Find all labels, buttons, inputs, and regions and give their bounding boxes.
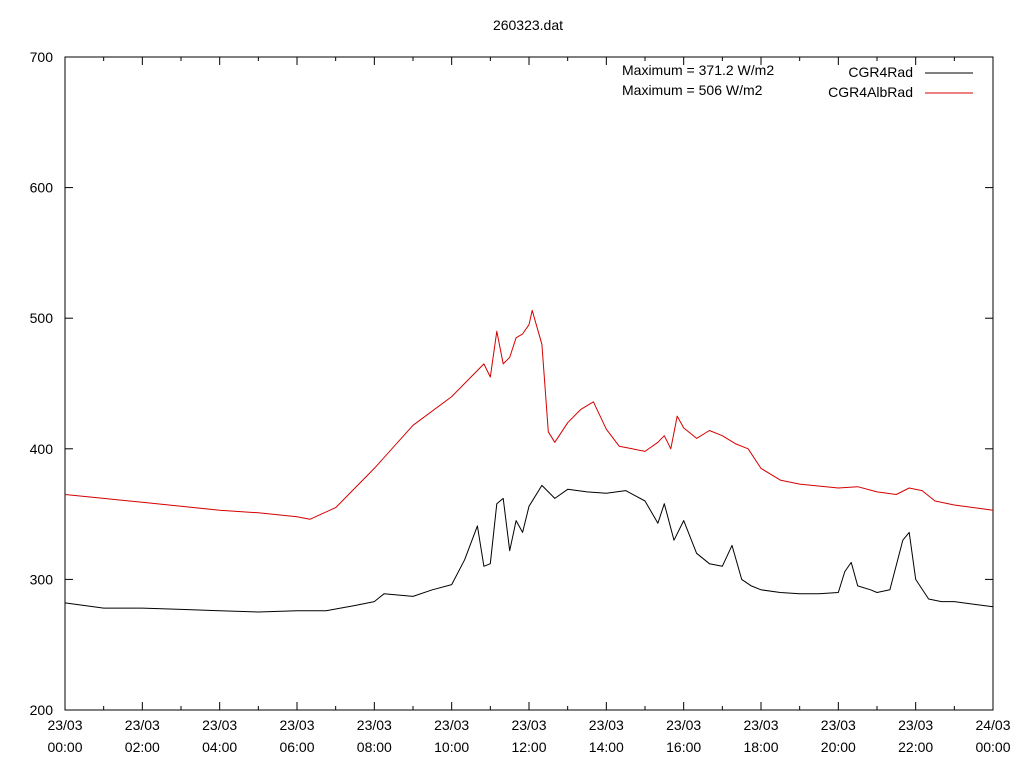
- x-tick-label-date: 23/03: [666, 717, 701, 733]
- y-tick-label: 200: [30, 702, 54, 718]
- y-tick-label: 500: [30, 310, 54, 326]
- x-tick-label-time: 08:00: [357, 739, 392, 755]
- x-tick-label-date: 23/03: [202, 717, 237, 733]
- y-axis: 200 300 400 500 600 700: [30, 49, 993, 718]
- x-tick-label-date: 23/03: [434, 717, 469, 733]
- x-tick-label-time: 14:00: [589, 739, 624, 755]
- x-tick-label-time: 20:00: [821, 739, 856, 755]
- x-tick-label-time: 00:00: [975, 739, 1010, 755]
- plot-frame: [64, 56, 994, 711]
- annotation-max-cgr4rad: Maximum = 371.2 W/m2: [622, 62, 774, 78]
- x-tick-label-date: 24/03: [975, 717, 1010, 733]
- series-layer: [64, 309, 994, 613]
- x-tick-label-time: 16:00: [666, 739, 701, 755]
- series-line-cgr4albrad: [64, 309, 994, 520]
- x-tick-label-time: 02:00: [125, 739, 160, 755]
- x-tick-label-time: 06:00: [279, 739, 314, 755]
- y-tick-label: 700: [30, 49, 54, 65]
- chart-title: 260323.dat: [493, 17, 563, 33]
- x-tick-label-date: 23/03: [47, 717, 82, 733]
- x-tick-label-time: 18:00: [743, 739, 778, 755]
- y-tick-label: 600: [30, 180, 54, 196]
- x-tick-label-time: 04:00: [202, 739, 237, 755]
- x-tick-label-time: 00:00: [47, 739, 82, 755]
- x-tick-label-date: 23/03: [898, 717, 933, 733]
- x-tick-label-time: 10:00: [434, 739, 469, 755]
- x-tick-label-date: 23/03: [821, 717, 856, 733]
- x-tick-label-time: 12:00: [511, 739, 546, 755]
- x-tick-label-date: 23/03: [279, 717, 314, 733]
- y-tick-label: 300: [30, 571, 54, 587]
- annotation-max-cgr4albrad: Maximum = 506 W/m2: [622, 82, 763, 98]
- x-tick-label-date: 23/03: [589, 717, 624, 733]
- legend-label-cgr4albrad: CGR4AlbRad: [828, 84, 913, 100]
- x-tick-label-date: 23/03: [357, 717, 392, 733]
- series-line-cgr4rad: [64, 484, 994, 613]
- x-tick-label-date: 23/03: [125, 717, 160, 733]
- legend-label-cgr4rad: CGR4Rad: [848, 64, 913, 80]
- x-tick-label-time: 22:00: [898, 739, 933, 755]
- x-axis: 23/03 00:00 23/03 02:00 23/03 04:00 23/03 06:00…: [47, 57, 1011, 755]
- x-tick-label-date: 23/03: [743, 717, 778, 733]
- legend: CGR4Rad CGR4AlbRad: [828, 64, 973, 100]
- y-tick-label: 400: [30, 441, 54, 457]
- x-tick-label-date: 23/03: [511, 717, 546, 733]
